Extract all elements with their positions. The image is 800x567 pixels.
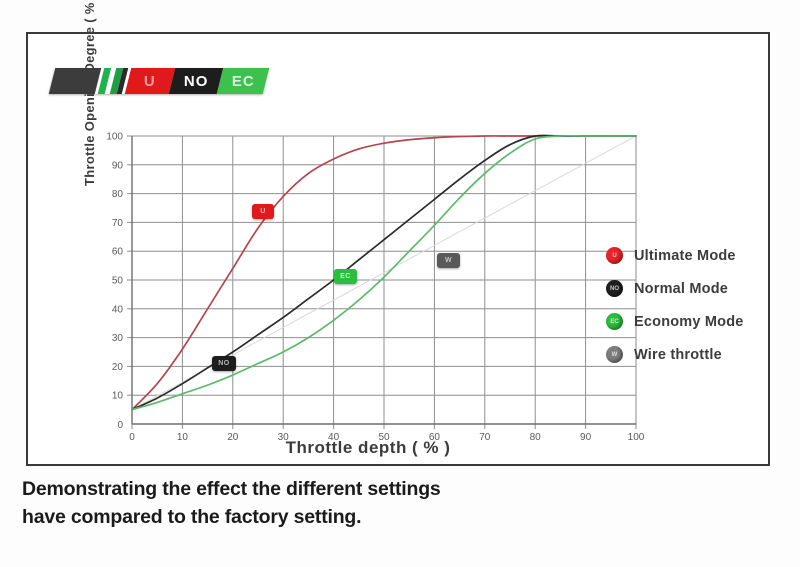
caption-line-1: Demonstrating the effect the different s…: [22, 478, 441, 500]
caption: Demonstrating the effect the different s…: [22, 476, 642, 531]
y-tick-label: 90: [112, 160, 124, 171]
line-chart-svg: 0 10 20 30 40 50 60 70 80 90 100 10 20 30 40 50 60 70 80 90…: [106, 132, 645, 444]
x-tick-label: 30: [278, 432, 290, 443]
legend-marker-icon: U: [606, 247, 623, 264]
y-tick-label: 40: [112, 304, 124, 315]
legend-item-label: Economy Mode: [634, 313, 744, 330]
plot-area: Throttle Opening Degree ( % ) Throttle d…: [82, 0, 648, 466]
legend-item-ultimate-mode: U Ultimate Mode: [606, 239, 796, 272]
logo-text-no: NO: [183, 72, 209, 90]
curve-badge-u: U: [252, 204, 274, 219]
y-tick-label: 60: [112, 247, 124, 258]
legend-item-normal-mode: NO Normal Mode: [606, 272, 796, 305]
legend-item-label: Ultimate Mode: [634, 247, 736, 264]
x-tick-label: 60: [429, 432, 441, 443]
legend-item-economy-mode: EC Economy Mode: [606, 305, 796, 338]
legend-item-label: Wire throttle: [634, 346, 722, 363]
curve-badge-ec: EC: [334, 269, 357, 284]
y-tick-label: 50: [112, 276, 124, 287]
logo-segment-ec: EC: [216, 68, 270, 94]
x-tick-label: 10: [177, 432, 189, 443]
x-axis-title: Throttle depth ( % ): [285, 438, 451, 457]
logo-text-u: U: [144, 72, 156, 90]
y-tick-label: 10: [112, 391, 124, 402]
y-tick-label: 80: [112, 189, 124, 200]
x-tick-label: 80: [530, 432, 542, 443]
logo-segment-u: U: [124, 68, 176, 94]
x-tick-label: 70: [479, 432, 491, 443]
y-tick-label: 20: [112, 362, 124, 373]
x-tick-label: 20: [227, 432, 239, 443]
legend-item-wire-throttle: W Wire throttle: [606, 338, 796, 371]
x-tick-label: 40: [328, 432, 340, 443]
logo-segment-no: NO: [168, 68, 224, 94]
y-tick-label: 30: [112, 333, 124, 344]
chart-legend: U Ultimate Mode NO Normal Mode EC Economy Mod…: [606, 239, 796, 371]
legend-marker-icon: EC: [606, 313, 623, 330]
logo-text-ec: EC: [231, 72, 255, 90]
legend-marker-icon: NO: [606, 280, 623, 297]
x-tick-label: 100: [628, 432, 645, 443]
y-tick-label: 100: [106, 132, 123, 143]
x-tick-label: 0: [129, 432, 135, 443]
x-tick-label: 50: [378, 432, 390, 443]
legend-marker-icon: W: [606, 346, 623, 363]
series-line-economy-mode: [131, 134, 637, 411]
x-tick-label: 90: [580, 432, 592, 443]
legend-item-label: Normal Mode: [634, 280, 729, 297]
curve-badge-no: NO: [212, 356, 236, 371]
curve-badge-w: W: [437, 253, 460, 268]
caption-line-2: have compared to the factory setting.: [22, 505, 362, 528]
y-tick-label: 70: [112, 218, 124, 229]
chart-card: U NO EC Throttle Opening Degree ( % ) Th…: [26, 0, 770, 466]
svg-text:0: 0: [117, 420, 123, 431]
